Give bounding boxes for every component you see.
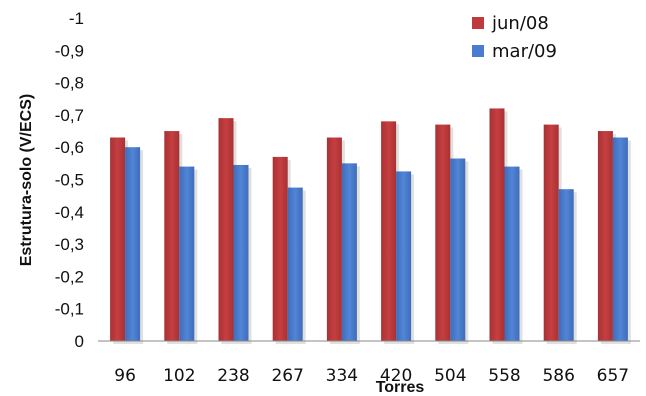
bar-series-1-238: [218, 118, 234, 341]
y-tick-label: -1: [69, 9, 84, 28]
legend: jun/08 mar/09: [472, 13, 557, 62]
y-tick-label: -0,4: [55, 203, 84, 222]
bar-series-2-558: [504, 166, 520, 341]
x-tick-label: 267: [271, 366, 303, 386]
bar-series-1-96: [110, 137, 126, 341]
x-tick-label: 334: [326, 366, 358, 386]
x-tick-label: 504: [434, 366, 466, 386]
legend-swatch: [472, 17, 484, 29]
x-tick-label: 238: [217, 366, 249, 386]
bar-series-2-267: [287, 187, 303, 341]
x-axis-ticks: 96 102 238 267 334 420 504 558 586 657: [114, 366, 629, 386]
y-tick-label: -0,8: [55, 74, 84, 93]
y-tick-label: -0,7: [55, 106, 84, 125]
bar-series-1-504: [435, 124, 451, 341]
bar-series-2-504: [450, 158, 466, 341]
bar-series-1-267: [272, 156, 288, 341]
y-axis-title: Estrutura-solo (V/ECS): [18, 94, 35, 266]
y-tick-label: -0,2: [55, 267, 84, 286]
bars: [110, 108, 628, 341]
x-tick-label: 420: [380, 366, 412, 386]
bar-series-1-102: [164, 131, 180, 341]
bar-series-1-334: [326, 137, 342, 341]
y-tick-label: -0,1: [55, 300, 84, 319]
bar-series-2-96: [125, 147, 141, 341]
bar-series-2-238: [233, 164, 249, 341]
x-tick-label: 586: [542, 366, 574, 386]
bar-series-1-657: [597, 131, 613, 341]
bar-series-2-334: [341, 163, 357, 341]
bar-series-2-586: [558, 189, 574, 341]
x-tick-label: 102: [163, 366, 195, 386]
x-tick-label: 558: [488, 366, 520, 386]
bar-series-2-657: [612, 137, 628, 341]
legend-label: jun/08: [491, 13, 549, 34]
legend-swatch: [472, 45, 484, 57]
y-tick-label: -0,6: [55, 138, 84, 157]
y-tick-label: -0,3: [55, 235, 84, 254]
x-axis-title: Torres: [376, 379, 425, 396]
bar-series-1-420: [381, 121, 397, 341]
y-tick-label: 0: [75, 332, 84, 351]
y-axis-ticks: 0 -0,1 -0,2 -0,3 -0,4 -0,5 -0,6 -0,7 -0,8 -0,9 -1: [55, 9, 84, 351]
bar-series-2-102: [179, 166, 195, 341]
legend-label: mar/09: [492, 41, 557, 62]
x-tick-label: 96: [114, 366, 136, 386]
bar-series-2-420: [396, 171, 412, 341]
y-tick-label: -0,5: [55, 171, 84, 190]
y-tick-label: -0,9: [55, 41, 84, 60]
bar-series-1-558: [489, 108, 505, 341]
x-tick-label: 657: [597, 366, 629, 386]
bar-series-1-586: [543, 124, 559, 341]
